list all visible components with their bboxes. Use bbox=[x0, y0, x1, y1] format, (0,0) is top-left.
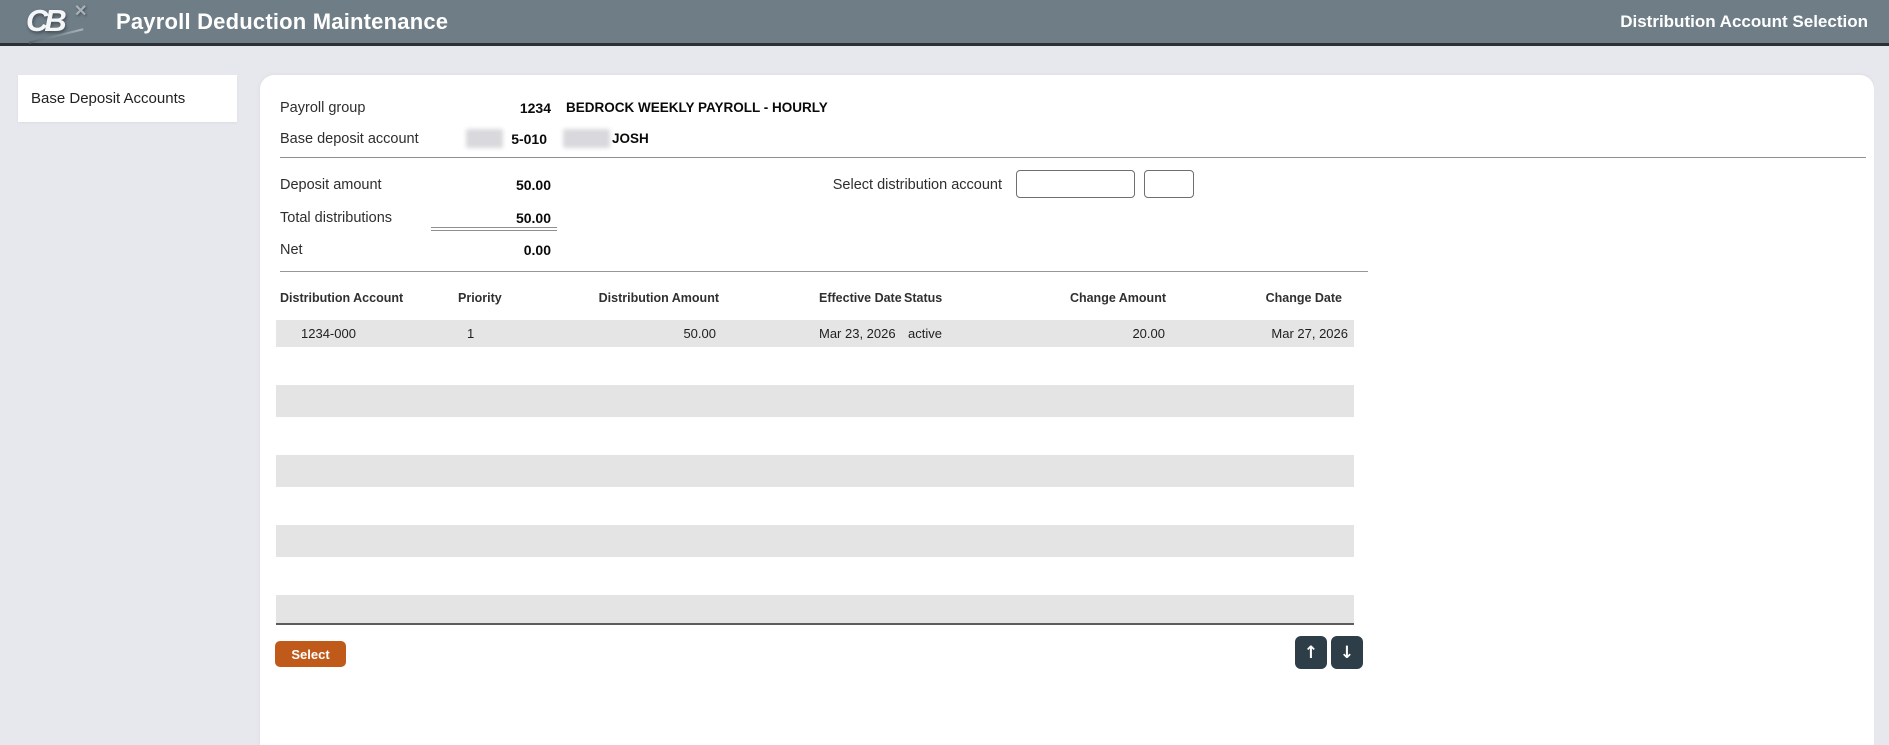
total-distributions-value: 50.00 bbox=[515, 210, 551, 226]
move-up-button[interactable]: ↑ bbox=[1295, 636, 1327, 669]
net-label: Net bbox=[280, 242, 303, 258]
column-header-change-amount: Change Amount bbox=[1069, 291, 1166, 305]
app-header: CB ✕ Payroll Deduction Maintenance Distr… bbox=[0, 0, 1889, 46]
screen-title: Distribution Account Selection bbox=[1620, 11, 1868, 31]
cell-status: active bbox=[908, 326, 942, 341]
content-panel: Payroll group 1234 BEDROCK WEEKLY PAYROL… bbox=[260, 75, 1874, 745]
move-down-button[interactable]: ↓ bbox=[1331, 636, 1363, 669]
select-button[interactable]: Select bbox=[275, 641, 346, 667]
base-deposit-account-name: JOSH bbox=[612, 131, 649, 146]
empty-row bbox=[276, 525, 1354, 557]
base-deposit-account-number: 5-010 bbox=[511, 131, 547, 147]
cell-change-amount: 20.00 bbox=[1132, 326, 1165, 341]
deposit-amount-row: Deposit amount 50.00 Select distribution… bbox=[260, 170, 1874, 198]
select-distribution-account-label: Select distribution account bbox=[832, 177, 1002, 193]
payroll-group-code: 1234 bbox=[519, 100, 551, 116]
payroll-group-label: Payroll group bbox=[280, 100, 366, 116]
sidebar-item-base-deposit-accounts[interactable]: Base Deposit Accounts bbox=[18, 75, 237, 122]
empty-row bbox=[276, 595, 1354, 625]
empty-row bbox=[276, 385, 1354, 417]
empty-row bbox=[276, 455, 1354, 487]
logo-cb-text: CB bbox=[26, 2, 67, 38]
column-header-priority: Priority bbox=[458, 291, 502, 305]
section-divider bbox=[280, 157, 1866, 158]
empty-row-group bbox=[276, 385, 1354, 625]
base-deposit-account-label: Base deposit account bbox=[280, 131, 419, 147]
redaction-blur bbox=[563, 129, 610, 148]
distribution-account-suffix-input[interactable] bbox=[1144, 170, 1194, 198]
sidebar: Base Deposit Accounts bbox=[0, 49, 260, 745]
down-arrow-icon: ↓ bbox=[1339, 642, 1355, 663]
redaction-blur bbox=[466, 129, 503, 148]
net-value: 0.00 bbox=[523, 242, 551, 258]
app-title: Payroll Deduction Maintenance bbox=[116, 8, 449, 34]
cell-priority: 1 bbox=[467, 326, 475, 341]
distribution-account-input[interactable] bbox=[1016, 170, 1135, 198]
column-header-effective-date: Effective Date bbox=[819, 291, 902, 305]
deposit-amount-value: 50.00 bbox=[515, 177, 551, 193]
column-header-distribution-amount: Distribution Amount bbox=[598, 291, 719, 305]
net-row: Net 0.00 bbox=[260, 238, 1874, 262]
payroll-group-row: Payroll group 1234 BEDROCK WEEKLY PAYROL… bbox=[260, 96, 1874, 120]
cbx-logo: CB ✕ bbox=[26, 2, 98, 44]
payroll-group-description: BEDROCK WEEKLY PAYROLL - HOURLY bbox=[566, 100, 828, 115]
logo-x-icon: ✕ bbox=[74, 2, 88, 20]
total-distributions-row: Total distributions 50.00 bbox=[260, 206, 1874, 230]
total-double-underline bbox=[431, 227, 557, 231]
table-header-row: Distribution Account Priority Distributi… bbox=[276, 291, 1354, 311]
column-header-distribution-account: Distribution Account bbox=[280, 291, 404, 305]
base-deposit-account-row: Base deposit account 5-010 JOSH bbox=[260, 127, 1874, 151]
cell-distribution-amount: 50.00 bbox=[683, 326, 716, 341]
total-distributions-label: Total distributions bbox=[280, 210, 393, 226]
cell-distribution-account: 1234-000 bbox=[301, 326, 356, 341]
cell-change-date: Mar 27, 2026 bbox=[1271, 326, 1348, 341]
scroll-gutter bbox=[1874, 49, 1889, 745]
column-header-change-date: Change Date bbox=[1265, 291, 1342, 305]
cell-effective-date: Mar 23, 2026 bbox=[819, 326, 896, 341]
deposit-amount-label: Deposit amount bbox=[280, 177, 382, 193]
up-arrow-icon: ↑ bbox=[1303, 642, 1319, 663]
table-top-divider bbox=[280, 271, 1368, 272]
distribution-table-row[interactable]: 1234-000 1 50.00 Mar 23, 2026 active 20.… bbox=[276, 320, 1354, 347]
column-header-status: Status bbox=[904, 291, 943, 305]
